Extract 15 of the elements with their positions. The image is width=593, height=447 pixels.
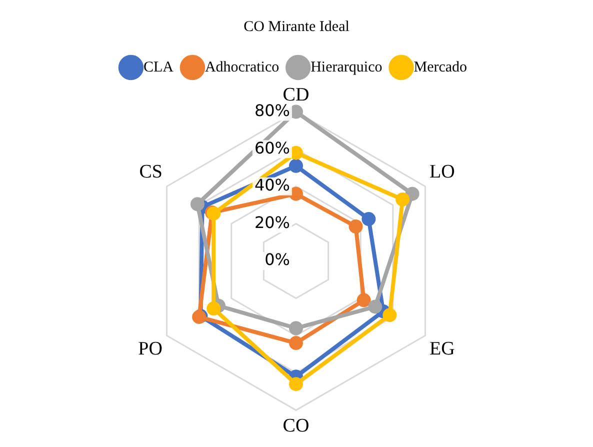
- spoke-label: EG: [430, 338, 456, 360]
- spoke-label: CS: [139, 161, 162, 182]
- y-tick-label: 20%: [254, 212, 290, 232]
- spoke-label: CO: [282, 416, 310, 437]
- y-tick-label: 60%: [254, 138, 290, 158]
- legend-label: Mercado: [414, 59, 468, 76]
- y-tick-label: 80%: [254, 100, 290, 120]
- y-tick-label: 0%: [264, 250, 290, 270]
- legend-label: CLA: [143, 59, 174, 76]
- y-tick-label: 40%: [254, 176, 290, 195]
- legend-label: Adhocratico: [204, 59, 280, 76]
- chart-title: CO Mirante Ideal: [244, 18, 350, 35]
- spoke-label: PO: [138, 338, 162, 360]
- legend-label: Hierarquico: [310, 59, 382, 76]
- spoke-label: LO: [430, 161, 455, 182]
